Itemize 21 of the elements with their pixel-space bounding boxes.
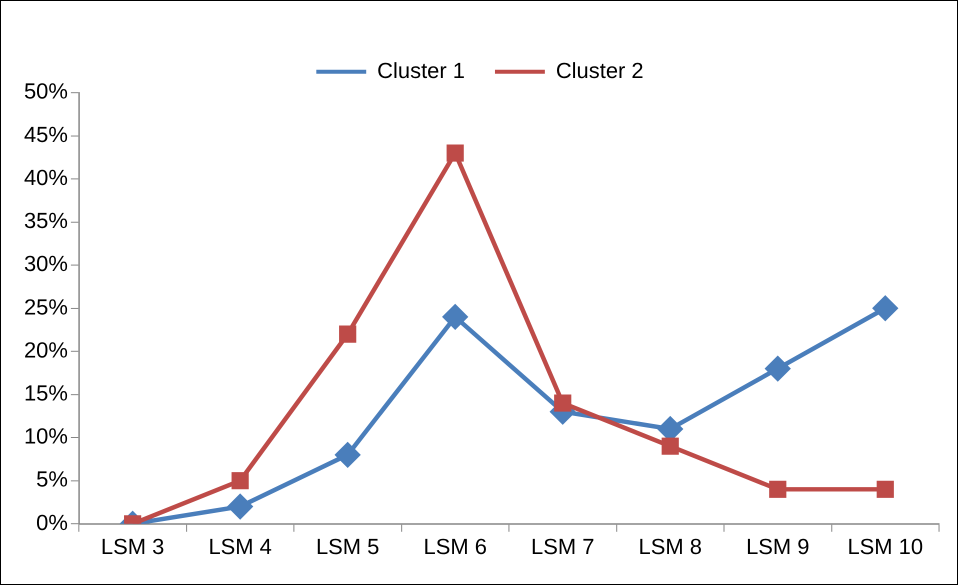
y-tick-label: 20% (24, 337, 68, 362)
y-tick-label: 50% (24, 78, 68, 104)
x-tick-label: LSM 4 (208, 534, 272, 559)
y-tick-label: 10% (24, 424, 68, 449)
x-tick-label: LSM 8 (638, 534, 702, 559)
legend-label: Cluster 1 (377, 58, 465, 83)
y-tick-label: 5% (36, 466, 68, 492)
y-tick-label: 35% (24, 208, 68, 234)
y-tick-label: 15% (24, 380, 68, 406)
y-tick-label: 40% (24, 164, 68, 190)
x-tick-label: LSM 5 (316, 534, 380, 559)
x-tick-label: LSM 6 (423, 534, 487, 559)
y-tick-label: 0% (36, 510, 68, 535)
x-tick-label: LSM 10 (847, 534, 924, 559)
x-tick-label: LSM 7 (531, 534, 594, 559)
y-tick-label: 25% (24, 294, 68, 320)
x-tick-label: LSM 9 (746, 534, 810, 559)
x-tick-label: LSM 3 (100, 534, 164, 559)
y-tick-label: 45% (24, 122, 68, 147)
legend-label: Cluster 2 (556, 58, 644, 83)
y-tick-label: 30% (24, 251, 68, 276)
